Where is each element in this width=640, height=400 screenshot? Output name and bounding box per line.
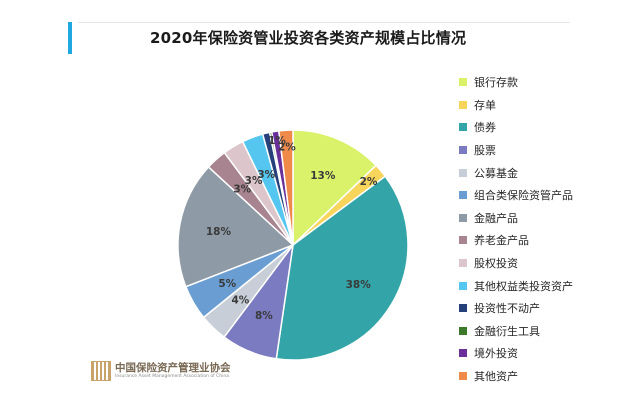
legend-label-3: 股票 [474, 144, 496, 158]
pie-data-label-1: 2% [360, 176, 378, 188]
pie-slice-6 [177, 165, 295, 288]
legend-item-6: 金融产品 [459, 207, 639, 230]
legend-label-8: 股权投资 [474, 257, 518, 271]
legend-label-9: 其他权益类投资资产 [474, 279, 573, 293]
legend-label-0: 银行存款 [474, 76, 518, 90]
legend-swatch-1 [459, 100, 467, 109]
legend-swatch-0 [459, 78, 467, 87]
legend-label-12: 境外投资 [474, 347, 518, 361]
legend-item-5: 组合类保险资管产品 [459, 184, 639, 207]
legend-item-1: 存单 [459, 94, 639, 117]
legend-label-7: 养老金产品 [474, 234, 529, 248]
association-logo: 中国保险资产管理业协会 Insurance Asset Management A… [91, 361, 231, 381]
legend-item-12: 境外投资 [459, 342, 639, 365]
legend-swatch-13 [459, 372, 467, 381]
legend-item-7: 养老金产品 [459, 229, 639, 252]
legend-item-9: 其他权益类投资资产 [459, 274, 639, 297]
legend-swatch-7 [459, 236, 467, 245]
pie-data-label-9: 3% [257, 169, 275, 181]
legend-item-3: 股票 [459, 139, 639, 162]
pie-slice-0 [292, 129, 378, 247]
legend-label-5: 组合类保险资管产品 [474, 189, 573, 203]
pie-data-label-2: 38% [346, 279, 372, 291]
title-accent-bar [68, 22, 72, 54]
pie-data-label-12: 1% [268, 135, 286, 147]
pie-data-label-13: 2% [278, 141, 296, 153]
pie-slice-13 [277, 129, 294, 246]
legend-swatch-10 [459, 304, 467, 313]
legend-item-13: 其他资产 [459, 365, 639, 388]
legend-swatch-11 [459, 326, 467, 335]
legend-label-6: 金融产品 [474, 211, 518, 225]
legend-label-2: 债券 [474, 121, 496, 135]
legend-label-1: 存单 [474, 98, 496, 112]
pie-data-label-3: 8% [255, 310, 273, 322]
pie-slice-2 [275, 175, 409, 361]
legend-swatch-2 [459, 123, 467, 132]
legend-item-10: 投资性不动产 [459, 297, 639, 320]
logo-name-en: Insurance Asset Management Association o… [115, 374, 229, 379]
pie-data-label-0: 13% [310, 170, 336, 182]
pie-data-label-8: 3% [245, 175, 263, 187]
legend-label-13: 其他资产 [474, 370, 518, 384]
pie-data-label-5: 5% [218, 278, 236, 290]
logo-name-cn: 中国保险资产管理业协会 [115, 361, 231, 374]
legend-swatch-6 [459, 213, 467, 222]
legend-swatch-12 [459, 349, 467, 358]
legend-swatch-4 [459, 168, 467, 177]
chart-legend: 银行存款存单债券股票公募基金组合类保险资管产品 金融产品养老金产品股权投资其他权益… [459, 71, 639, 387]
legend-item-2: 债券 [459, 116, 639, 139]
legend-label-11: 金融衍生工具 [474, 324, 540, 338]
legend-item-8: 股权投资 [459, 252, 639, 275]
chart-title: 2020年保险资管业投资各类资产规模占比情况 [150, 29, 467, 47]
pie-data-label-7: 3% [233, 184, 251, 196]
legend-item-11: 金融衍生工具 [459, 320, 639, 343]
legend-swatch-5 [459, 191, 467, 200]
legend-item-4: 公募基金 [459, 161, 639, 184]
pie-data-label-4: 4% [231, 295, 249, 307]
legend-swatch-3 [459, 146, 467, 155]
legend-label-10: 投资性不动产 [474, 302, 540, 316]
pie-data-label-6: 18% [206, 226, 232, 238]
legend-swatch-8 [459, 259, 467, 268]
logo-mark-icon [91, 361, 111, 381]
legend-item-0: 银行存款 [459, 71, 639, 94]
legend-label-4: 公募基金 [474, 166, 518, 180]
top-divider [78, 22, 570, 23]
legend-swatch-9 [459, 281, 467, 290]
